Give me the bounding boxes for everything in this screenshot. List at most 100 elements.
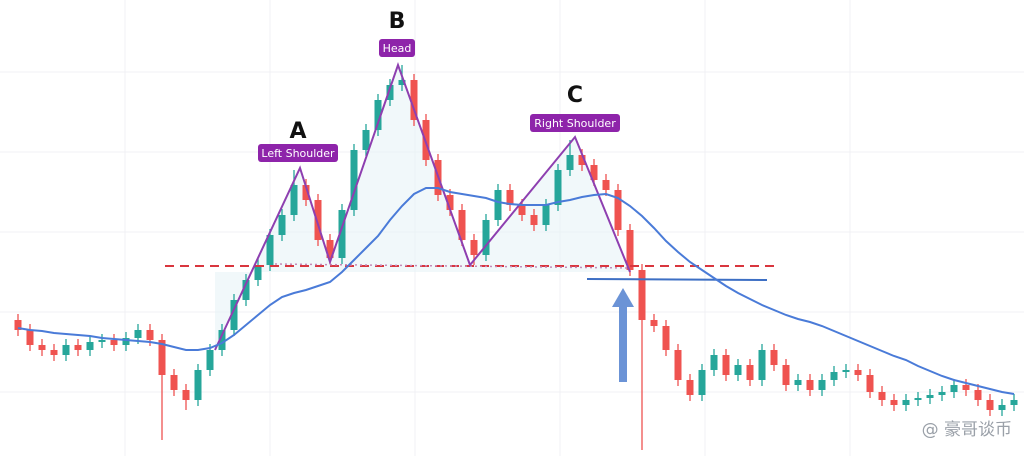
candle-body <box>14 320 22 330</box>
pattern-label-box <box>258 144 338 162</box>
candle-body <box>350 150 358 210</box>
candle-body <box>362 130 370 150</box>
candle-body <box>554 170 562 205</box>
pattern-shade <box>215 65 630 350</box>
candle-body <box>950 385 958 392</box>
candle-body <box>746 365 754 380</box>
candle-body <box>134 330 142 338</box>
candle-body <box>458 210 466 240</box>
candle-body <box>614 190 622 230</box>
pattern-label: Head <box>383 42 412 55</box>
candle-body <box>566 155 574 170</box>
candle-body <box>506 190 514 205</box>
candle-body <box>182 390 190 400</box>
pattern-letter: B <box>389 9 406 34</box>
breakout-level <box>586 278 768 281</box>
candle-body <box>770 350 778 365</box>
candle-body <box>470 240 478 255</box>
candle-body <box>254 265 262 280</box>
candle-body <box>482 220 490 255</box>
candle-body <box>314 200 322 240</box>
pattern-label: Right Shoulder <box>534 117 616 130</box>
candle-body <box>794 380 802 385</box>
candle-body <box>398 80 406 85</box>
candle-body <box>62 345 70 355</box>
breakout-arrow <box>612 288 634 382</box>
candle-body <box>206 350 214 370</box>
candle-body <box>278 215 286 235</box>
candle-body <box>446 195 454 210</box>
candle-body <box>530 215 538 225</box>
candle-body <box>374 100 382 130</box>
candle-body <box>974 390 982 400</box>
candle-body <box>806 380 814 390</box>
candle-body <box>170 375 178 390</box>
candle-body <box>302 185 310 200</box>
candle-body <box>830 372 838 380</box>
candle-body <box>1010 400 1018 405</box>
labels: A Left Shoulder B Head C Right Shoulder <box>258 9 620 162</box>
candle-body <box>758 350 766 380</box>
candle-body <box>998 405 1006 410</box>
candle-body <box>926 395 934 398</box>
candle-body <box>386 85 394 100</box>
candle-body <box>578 155 586 165</box>
candle-body <box>710 355 718 370</box>
candle-body <box>74 345 82 350</box>
candle-body <box>266 235 274 265</box>
moving-average-line <box>17 187 1015 395</box>
candle-body <box>878 392 886 400</box>
candle-body <box>674 350 682 380</box>
candle-body <box>734 365 742 375</box>
candle-body <box>338 210 346 258</box>
candles <box>14 65 1018 450</box>
pattern-label-box <box>530 114 620 132</box>
candle-body <box>410 80 418 120</box>
pattern-zigzag <box>214 61 631 351</box>
pattern-letter: A <box>289 119 306 144</box>
candle-body <box>698 370 706 395</box>
pattern-letter: C <box>567 83 583 108</box>
candle-body <box>866 375 874 392</box>
candle-body <box>662 326 670 350</box>
candle-body <box>818 380 826 390</box>
candle-body <box>650 320 658 326</box>
candle-body <box>938 392 946 395</box>
candle-body <box>158 340 166 375</box>
candle-body <box>86 342 94 350</box>
candle-body <box>26 330 34 345</box>
candle-body <box>50 350 58 355</box>
candle-body <box>890 400 898 405</box>
candle-body <box>542 205 550 225</box>
candle-body <box>38 345 46 350</box>
candle-body <box>914 398 922 400</box>
candle-body <box>290 185 298 215</box>
candle-body <box>626 230 634 270</box>
candle-body <box>218 330 226 350</box>
pattern-label-box <box>379 39 415 57</box>
candle-body <box>902 400 910 405</box>
candle-body <box>590 165 598 180</box>
candle-body <box>146 330 154 340</box>
candle-body <box>686 380 694 395</box>
candle-body <box>98 340 106 342</box>
candle-body <box>242 280 250 300</box>
candle-body <box>854 370 862 375</box>
candle-body <box>782 365 790 385</box>
candle-body <box>962 385 970 390</box>
pattern-label: Left Shoulder <box>261 147 335 160</box>
candle-body <box>602 180 610 190</box>
candle-body <box>986 400 994 410</box>
candle-body <box>230 300 238 330</box>
candle-body <box>638 270 646 320</box>
candle-body <box>326 240 334 258</box>
candle-body <box>518 205 526 215</box>
candle-body <box>194 370 202 400</box>
candle-body <box>110 340 118 345</box>
watermark: @ 豪哥谈币 <box>922 419 1012 440</box>
candle-body <box>122 338 130 345</box>
candle-body <box>842 370 850 372</box>
neckline-inner <box>274 263 631 269</box>
